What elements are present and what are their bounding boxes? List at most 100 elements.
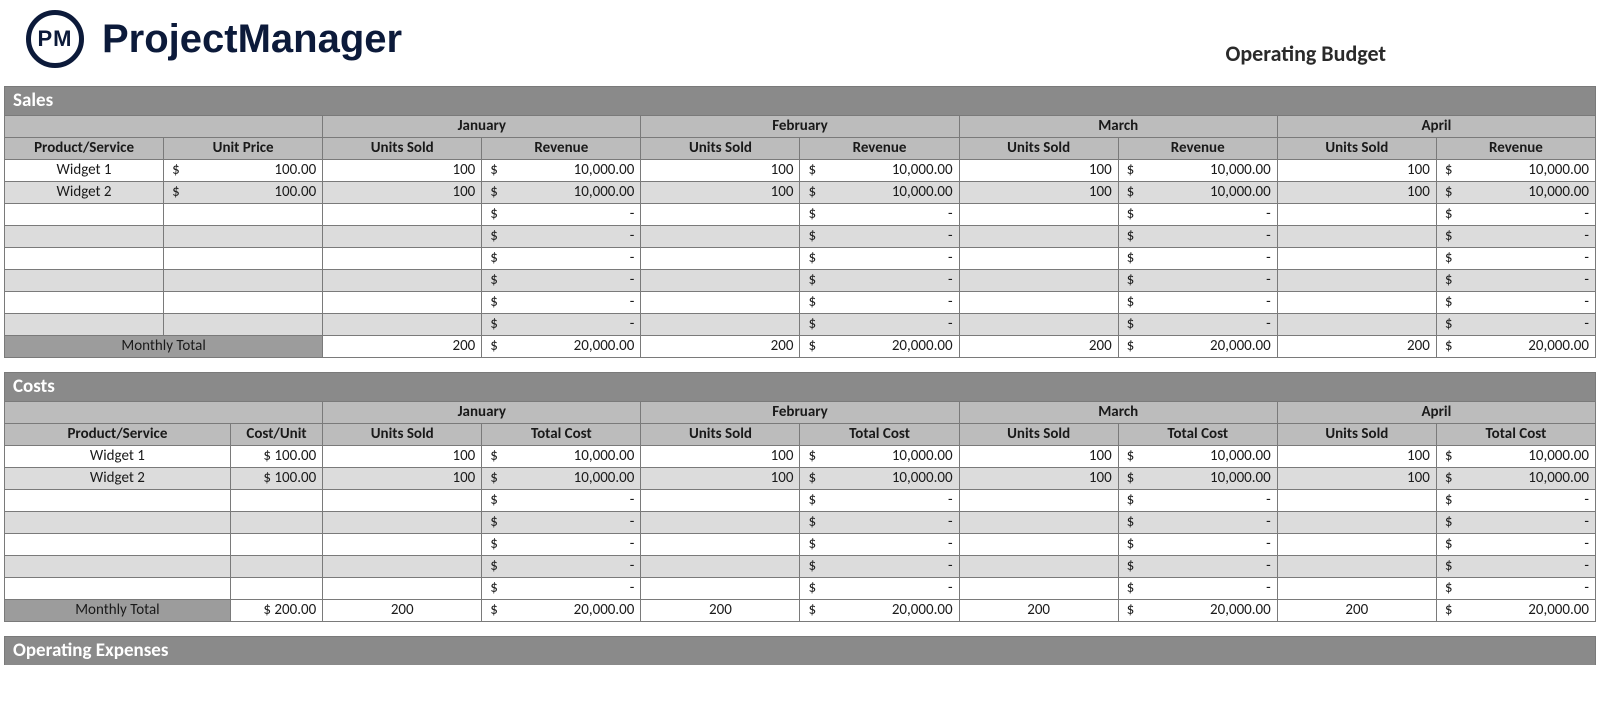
total-cost-unit: $ 200.00: [230, 600, 322, 622]
units-sold: [1277, 226, 1436, 248]
units-sold: [959, 534, 1118, 556]
revenue: $-: [482, 248, 641, 270]
section-banner-sales: Sales: [4, 86, 1596, 115]
total-cost: $10,000.00: [1118, 446, 1277, 468]
sales-row: Widget 1$100.00100$10,000.00100$10,000.0…: [5, 160, 1596, 182]
total-cost: $-: [1118, 556, 1277, 578]
sales-row: $- $- $- $-: [5, 314, 1596, 336]
unit-price: $100.00: [164, 160, 323, 182]
product-name: Widget 2: [5, 468, 231, 490]
total-cost: $-: [482, 578, 641, 600]
unit-price: $100.00: [164, 182, 323, 204]
revenue: $-: [1118, 292, 1277, 314]
revenue: $-: [1118, 314, 1277, 336]
cost-unit: [230, 490, 322, 512]
costs-month-header-row: January February March April: [5, 402, 1596, 424]
col-units-sold: Units Sold: [1277, 424, 1436, 446]
total-cost: $-: [800, 534, 959, 556]
document-title: Operating Budget: [1225, 40, 1386, 67]
col-product: Product/Service: [5, 138, 164, 160]
revenue: $-: [482, 204, 641, 226]
month-header: March: [959, 402, 1277, 424]
month-header: February: [641, 116, 959, 138]
blank-header: [5, 402, 323, 424]
total-cost: $-: [1118, 534, 1277, 556]
revenue: $10,000.00: [800, 160, 959, 182]
units-sold: 100: [323, 446, 482, 468]
total-cost: $-: [1436, 534, 1595, 556]
units-sold: [1277, 512, 1436, 534]
total-units: 200: [323, 600, 482, 622]
revenue: $10,000.00: [482, 160, 641, 182]
revenue: $-: [482, 270, 641, 292]
sales-row: Widget 2$100.00100$10,000.00100$10,000.0…: [5, 182, 1596, 204]
units-sold: [1277, 314, 1436, 336]
col-revenue: Revenue: [1436, 138, 1595, 160]
units-sold: [959, 490, 1118, 512]
total-cost: $20,000.00: [1118, 600, 1277, 622]
revenue: $-: [800, 204, 959, 226]
total-cost: $10,000.00: [1118, 468, 1277, 490]
col-units-sold: Units Sold: [959, 138, 1118, 160]
units-sold: 100: [641, 160, 800, 182]
col-unit-price: Unit Price: [164, 138, 323, 160]
month-header: January: [323, 402, 641, 424]
sales-row: $-$-$-$-: [5, 292, 1596, 314]
total-revenue: $20,000.00: [800, 336, 959, 358]
col-total-cost: Total Cost: [1118, 424, 1277, 446]
unit-price: [164, 248, 323, 270]
units-sold: [959, 314, 1118, 336]
month-header: March: [959, 116, 1277, 138]
units-sold: [641, 248, 800, 270]
total-cost: $-: [800, 512, 959, 534]
revenue: $10,000.00: [800, 182, 959, 204]
units-sold: 100: [641, 182, 800, 204]
col-units-sold: Units Sold: [641, 424, 800, 446]
total-revenue: $20,000.00: [1436, 336, 1595, 358]
month-header: April: [1277, 402, 1595, 424]
units-sold: [323, 270, 482, 292]
units-sold: [1277, 556, 1436, 578]
section-banner-opex: Operating Expenses: [4, 636, 1596, 665]
monthly-total-label: Monthly Total: [5, 600, 231, 622]
total-cost: $-: [800, 556, 959, 578]
sales-row: $-$-$-$-: [5, 248, 1596, 270]
col-units-sold: Units Sold: [959, 424, 1118, 446]
revenue: $-: [1436, 314, 1595, 336]
total-cost: $20,000.00: [800, 600, 959, 622]
cost-unit: $ 100.00: [230, 468, 322, 490]
units-sold: [323, 314, 482, 336]
costs-row: Widget 2$ 100.00100$10,000.00100$10,000.…: [5, 468, 1596, 490]
costs-row: $-$-$-$-: [5, 512, 1596, 534]
units-sold: [641, 512, 800, 534]
total-cost: $-: [1118, 578, 1277, 600]
unit-price: [164, 292, 323, 314]
total-cost: $-: [1118, 512, 1277, 534]
revenue: $-: [482, 314, 641, 336]
revenue: $-: [800, 270, 959, 292]
sales-total-row: Monthly Total 200 $20,000.00 200 $20,000…: [5, 336, 1596, 358]
revenue: $-: [800, 226, 959, 248]
units-sold: [641, 578, 800, 600]
unit-price: [164, 314, 323, 336]
col-total-cost: Total Cost: [1436, 424, 1595, 446]
total-cost: $-: [482, 490, 641, 512]
brand-logo-icon: PM: [26, 10, 84, 68]
units-sold: [1277, 292, 1436, 314]
total-units: 200: [1277, 600, 1436, 622]
col-total-cost: Total Cost: [800, 424, 959, 446]
units-sold: 100: [323, 468, 482, 490]
costs-sub-header-row: Product/Service Cost/Unit Units Sold Tot…: [5, 424, 1596, 446]
revenue: $-: [482, 292, 641, 314]
units-sold: [959, 292, 1118, 314]
units-sold: 100: [959, 160, 1118, 182]
units-sold: [959, 248, 1118, 270]
product-name: [5, 204, 164, 226]
revenue: $-: [800, 314, 959, 336]
col-cost-unit: Cost/Unit: [230, 424, 322, 446]
units-sold: [323, 248, 482, 270]
units-sold: 100: [323, 182, 482, 204]
units-sold: 100: [641, 468, 800, 490]
total-cost: $10,000.00: [800, 446, 959, 468]
sales-sub-header-row: Product/Service Unit Price Units Sold Re…: [5, 138, 1596, 160]
